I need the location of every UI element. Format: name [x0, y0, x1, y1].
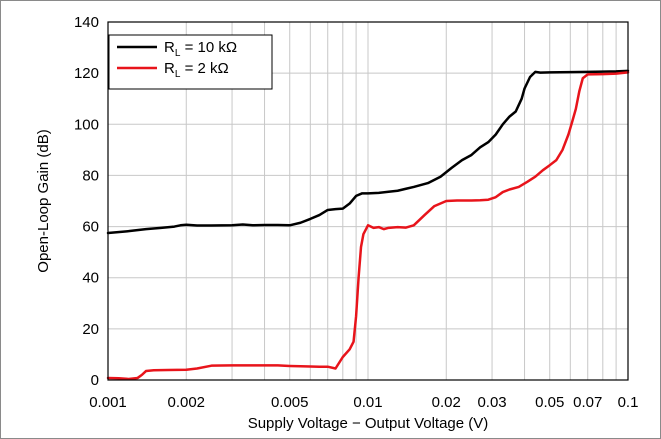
x-tick-label: 0.07: [573, 394, 602, 411]
y-tick-label: 60: [82, 219, 99, 236]
y-tick-label: 100: [74, 116, 99, 133]
x-tick-label: 0.1: [618, 394, 639, 411]
x-tick-label: 0.03: [477, 394, 506, 411]
y-axis-title: Open-Loop Gain (dB): [35, 129, 52, 272]
x-tick-label: 0.001: [89, 394, 127, 411]
data-series: [106, 69, 630, 381]
y-tick-label: 0: [91, 372, 99, 389]
x-tick-label: 0.005: [271, 394, 309, 411]
x-tick-label: 0.01: [353, 394, 382, 411]
x-tick-label: 0.02: [432, 394, 461, 411]
plot-area-border: [107, 21, 629, 381]
y-tick-label: 120: [74, 65, 99, 82]
x-axis-title: Supply Voltage − Output Voltage (V): [248, 415, 489, 432]
series-line-rl-2k: [106, 71, 630, 381]
legend-label-rl-10k: RL = 10 kΩ: [164, 39, 237, 59]
legend-box: [108, 34, 273, 90]
legend-label-rl-2k: RL = 2 kΩ: [164, 60, 229, 80]
x-axis-ticks: 0.001 0.002 0.005 0.01 0.02 0.03 0.05 0.07 0.1: [89, 394, 638, 411]
legend: RL = 10 kΩ RL = 2 kΩ: [108, 34, 273, 90]
y-axis-ticks: 0 20 40 60 80 100 120 140: [74, 14, 99, 389]
y-tick-label: 140: [74, 14, 99, 31]
y-tick-label: 40: [82, 270, 99, 287]
x-tick-label: 0.05: [535, 394, 564, 411]
y-tick-label: 80: [82, 167, 99, 184]
series-line-rl-10k: [106, 69, 630, 235]
x-tick-label: 0.002: [167, 394, 205, 411]
y-tick-label: 20: [82, 321, 99, 338]
